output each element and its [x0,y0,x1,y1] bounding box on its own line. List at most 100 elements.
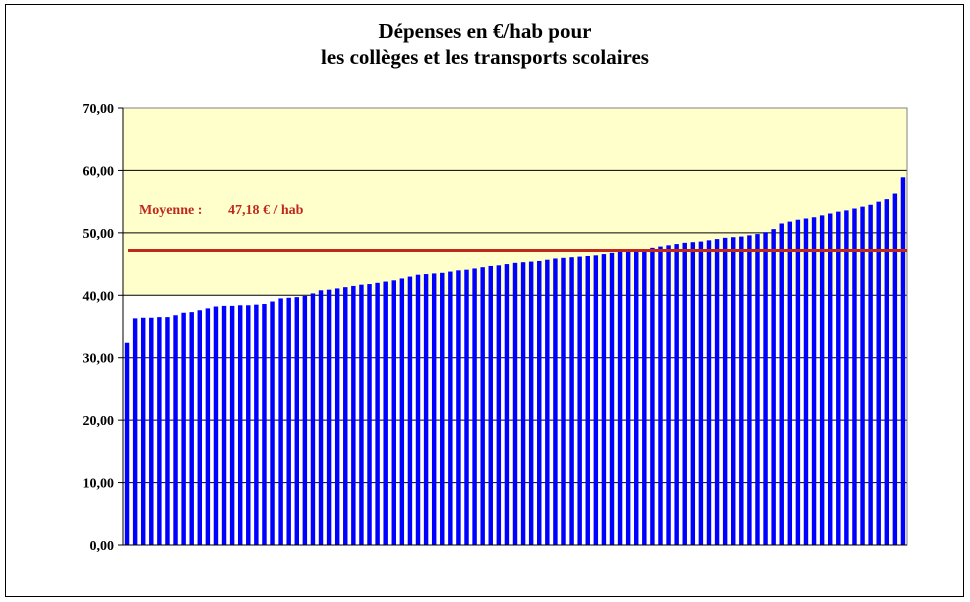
chart-title-line2: les collèges et les transports scolaires [321,45,649,69]
bar [803,218,809,545]
bar [892,193,898,545]
y-tick-label: 60,00 [83,164,115,179]
bar [205,308,211,545]
y-tick-label: 40,00 [83,289,115,304]
bar [415,274,421,545]
bar [642,249,647,546]
bar [876,201,881,545]
bar [165,317,170,545]
bar [132,318,138,545]
bar [714,239,720,545]
bar [844,210,849,545]
y-tick-label: 50,00 [83,227,115,242]
bar [900,177,906,545]
bar [617,251,623,546]
bar [706,240,712,545]
bar [520,262,526,545]
average-label: Moyenne : [139,203,202,218]
bar [189,312,194,545]
bar [601,254,607,545]
bar [698,241,704,545]
bar [739,236,744,546]
bar [431,273,437,545]
bar [731,237,736,545]
bar [577,256,582,545]
bar [827,213,833,546]
bar [682,242,687,546]
bar [181,312,186,545]
bar [407,276,413,545]
bar [852,208,857,545]
bar [836,211,841,546]
bar [545,259,550,545]
bar [722,237,728,545]
bar [779,223,784,545]
bar [795,219,801,546]
bar [221,305,227,545]
bar [666,245,671,546]
bar [262,304,267,545]
bar [383,281,388,545]
bar [819,215,825,545]
bar [488,265,493,545]
bar [634,250,639,545]
bar [674,244,679,545]
bar [868,204,873,545]
bar [537,260,542,545]
bar [625,250,631,545]
bar [585,255,590,545]
bar [318,290,324,545]
y-tick-label: 20,00 [83,414,115,429]
bar [149,317,154,545]
y-tick-label: 30,00 [83,352,115,367]
bar [512,262,518,545]
bar [440,272,445,545]
bar [343,287,348,545]
bar [367,284,372,545]
bar [254,304,259,545]
bar [213,306,219,545]
bar [747,235,752,545]
bar [755,234,760,545]
bar [391,280,396,545]
bar [359,284,364,545]
bar [448,271,453,545]
bar [884,199,890,545]
bar [124,342,130,545]
y-tick-label: 0,00 [90,539,115,554]
bar [375,282,380,545]
bar [553,258,558,545]
bar [173,315,178,545]
bar [528,261,534,545]
chart-title-line1: Dépenses en €/hab pour [378,19,592,43]
bar [464,269,469,545]
bar [197,310,203,545]
bar [456,270,461,545]
bar [650,247,655,545]
bar [278,298,283,545]
bar [399,278,405,545]
y-tick-label: 70,00 [83,102,115,117]
bar [246,305,251,545]
bar [593,255,599,545]
bar [140,317,146,545]
bar [326,289,332,545]
bar [480,267,485,545]
bar [561,257,566,545]
bar [771,229,776,545]
bar [609,252,615,545]
bar [690,242,696,545]
bar [787,221,793,545]
bar [229,305,235,545]
bar [294,297,299,545]
bar [270,301,275,545]
bar [334,288,340,545]
bar [504,264,510,545]
bar [472,268,477,545]
bar [496,265,502,545]
y-tick-label: 10,00 [83,477,115,492]
bar [763,232,768,546]
bar [237,305,243,545]
bar [302,295,308,545]
